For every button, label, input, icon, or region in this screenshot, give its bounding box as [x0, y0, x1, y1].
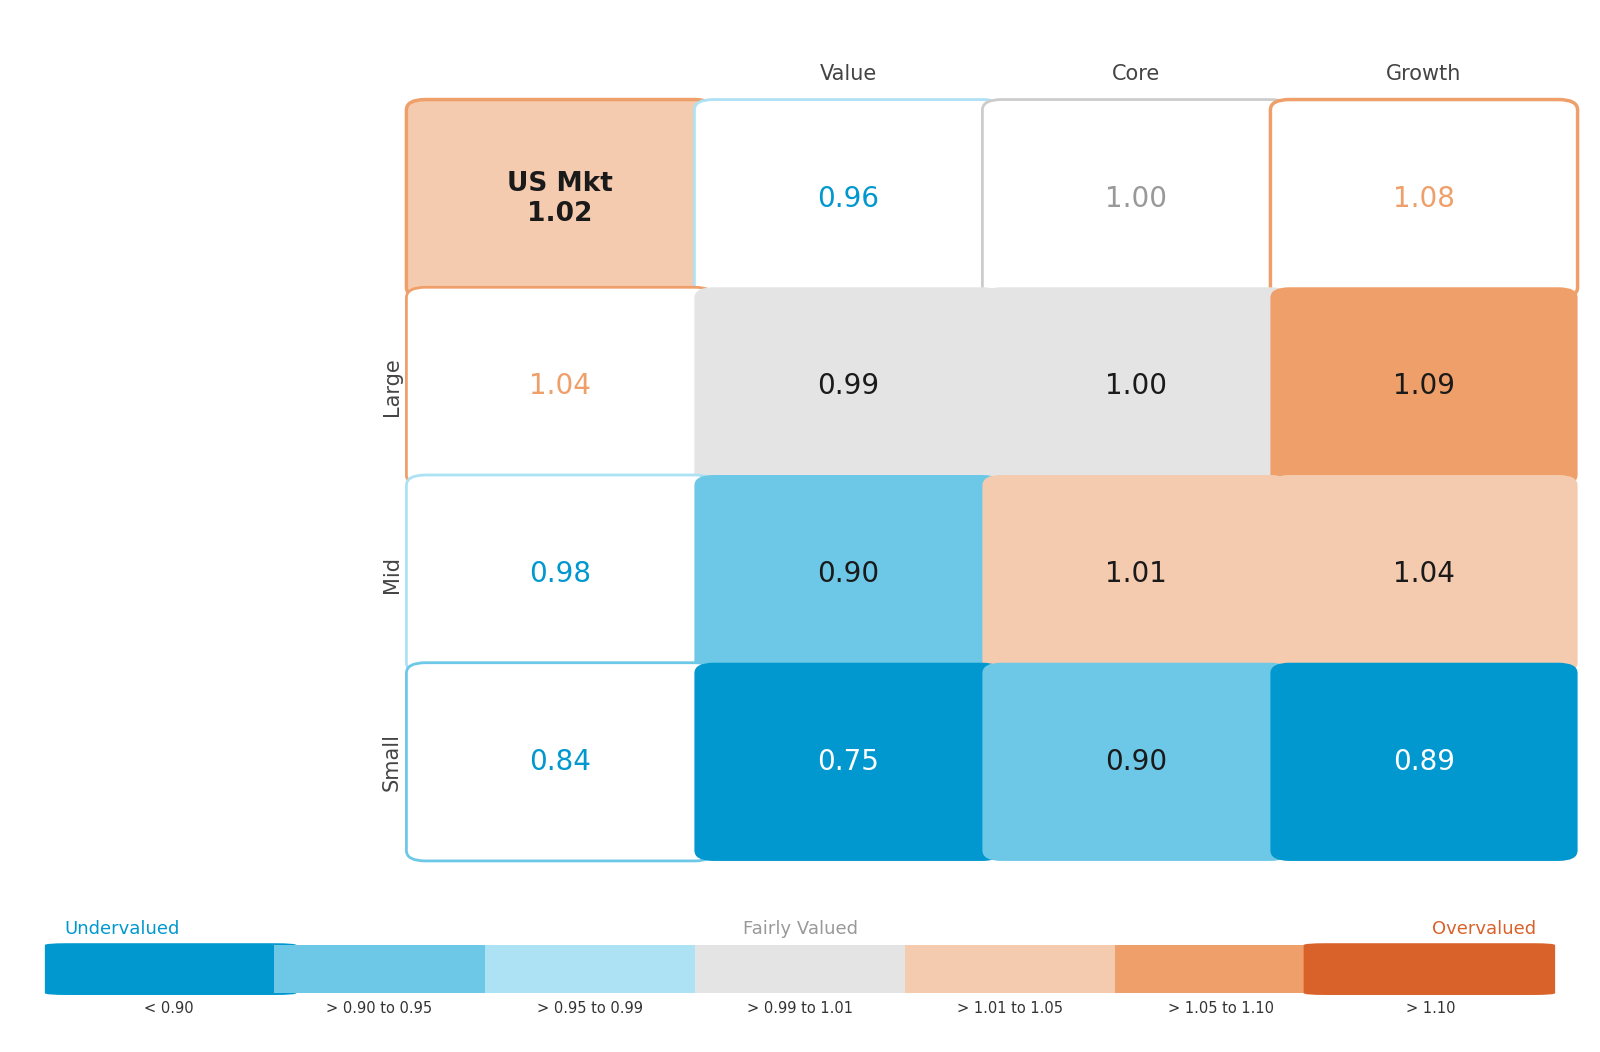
FancyBboxPatch shape — [1270, 476, 1578, 673]
Text: 0.89: 0.89 — [1394, 748, 1454, 775]
Text: > 0.99 to 1.01: > 0.99 to 1.01 — [747, 1000, 853, 1015]
FancyBboxPatch shape — [45, 944, 296, 995]
FancyBboxPatch shape — [982, 663, 1290, 861]
FancyBboxPatch shape — [982, 287, 1290, 485]
Text: > 1.01 to 1.05: > 1.01 to 1.05 — [957, 1000, 1064, 1015]
Text: > 0.90 to 0.95: > 0.90 to 0.95 — [326, 1000, 432, 1015]
Text: Fairly Valued: Fairly Valued — [742, 919, 858, 937]
Bar — [274, 945, 485, 993]
FancyBboxPatch shape — [982, 476, 1290, 673]
Text: 0.90: 0.90 — [1106, 748, 1166, 775]
Text: Mid: Mid — [382, 555, 402, 592]
Text: Undervalued: Undervalued — [64, 919, 179, 937]
FancyBboxPatch shape — [1270, 663, 1578, 861]
Text: > 0.95 to 0.99: > 0.95 to 0.99 — [536, 1000, 643, 1015]
Text: 0.96: 0.96 — [818, 185, 878, 213]
Text: 0.75: 0.75 — [818, 748, 878, 775]
Text: > 1.10: > 1.10 — [1406, 1000, 1456, 1015]
Text: 0.90: 0.90 — [818, 560, 878, 588]
Bar — [1115, 945, 1326, 993]
Text: Growth: Growth — [1386, 64, 1462, 84]
Text: 1.04: 1.04 — [1394, 560, 1454, 588]
Bar — [906, 945, 1115, 993]
Text: Small: Small — [382, 733, 402, 791]
Text: 1.01: 1.01 — [1106, 560, 1166, 588]
Bar — [485, 945, 694, 993]
FancyBboxPatch shape — [694, 100, 1002, 298]
Text: > 1.05 to 1.10: > 1.05 to 1.10 — [1168, 1000, 1274, 1015]
FancyBboxPatch shape — [694, 663, 1002, 861]
FancyBboxPatch shape — [1270, 100, 1578, 298]
FancyBboxPatch shape — [1304, 944, 1555, 995]
Text: 1.00: 1.00 — [1106, 185, 1166, 213]
Text: < 0.90: < 0.90 — [144, 1000, 194, 1015]
Text: 1.08: 1.08 — [1394, 185, 1454, 213]
Bar — [694, 945, 906, 993]
FancyBboxPatch shape — [694, 287, 1002, 485]
FancyBboxPatch shape — [406, 476, 714, 673]
Text: US Mkt
1.02: US Mkt 1.02 — [507, 170, 613, 226]
Text: Overvalued: Overvalued — [1432, 919, 1536, 937]
Text: 1.00: 1.00 — [1106, 372, 1166, 401]
FancyBboxPatch shape — [694, 476, 1002, 673]
Text: Core: Core — [1112, 64, 1160, 84]
Text: Value: Value — [819, 64, 877, 84]
Text: 0.99: 0.99 — [818, 372, 878, 401]
FancyBboxPatch shape — [406, 287, 714, 485]
Text: 1.09: 1.09 — [1394, 372, 1454, 401]
Text: 1.04: 1.04 — [530, 372, 590, 401]
FancyBboxPatch shape — [406, 100, 714, 298]
Text: 0.98: 0.98 — [530, 560, 590, 588]
Text: Large: Large — [382, 357, 402, 416]
FancyBboxPatch shape — [406, 663, 714, 861]
FancyBboxPatch shape — [1270, 287, 1578, 485]
Text: 0.84: 0.84 — [530, 748, 590, 775]
FancyBboxPatch shape — [982, 100, 1290, 298]
